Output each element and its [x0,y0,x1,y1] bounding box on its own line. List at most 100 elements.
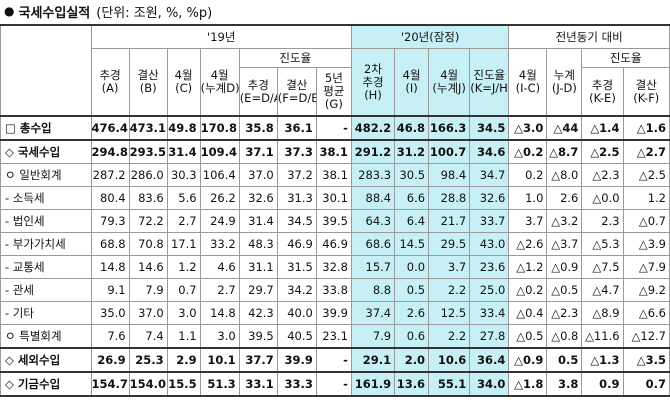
header-col-11: 진도율 (K=J/H) [469,48,510,117]
cell-value: 2.2 [428,324,471,349]
cell-value: 33.4 [469,301,510,325]
cell-value: - [315,347,352,373]
table-row: ㅇ 특별회계 7.6 7.4 1.1 3.0 39.5 40.5 23.1 7.9 0.6 2.2 2… [0,324,670,349]
cell-value: 32.6 [469,186,510,210]
cell-value: △44 [546,115,583,141]
row-label: ◇ 기금수입 [0,371,92,397]
cell-value: 3.8 [546,371,583,397]
cell-value: 55.1 [428,371,471,397]
cell-value: 3.0 [166,301,201,325]
cell-value: 29.7 [238,278,278,302]
table-row: - 법인세 79.3 72.2 2.7 24.9 31.4 34.5 39.5 64.3 6.4 2… [0,209,670,233]
cell-value: 7.6 [90,324,130,349]
cell-value: 33.3 [276,371,317,397]
header-col-7: 5년 평균 (G) [315,67,352,117]
cell-value: 1.2 [622,186,670,210]
unit-note: (단위: 조원, %, %p) [96,5,213,21]
row-label: - 소득세 [0,186,92,210]
row-label: ◇ 국세수입 [0,139,92,164]
cell-value: △6.6 [622,301,670,325]
cell-value: 2.7 [199,278,240,302]
cell-value: 34.2 [276,278,317,302]
cell-value: △2.5 [581,139,624,164]
cell-value: △0.9 [546,255,583,279]
cell-value: 14.8 [90,255,130,279]
cell-value: 3.0 [199,324,240,349]
cell-value: 37.4 [350,301,396,325]
row-label: ◇ 세외수입 [0,347,92,373]
cell-value: 0.6 [394,324,430,349]
cell-value: 46.9 [276,232,317,256]
cell-value: 294.8 [90,139,130,164]
header-col-9: 4월 (I) [394,48,430,117]
cell-value: 1.2 [166,255,201,279]
cell-value: 3.7 [508,209,548,233]
cell-value: 291.2 [350,139,396,164]
cell-value: 37.3 [276,139,317,164]
header-col-15: 결산 (K-F) [622,67,670,117]
cell-value: 26.2 [199,186,240,210]
cell-value: 2.2 [428,278,471,302]
cell-value: 34.5 [276,209,317,233]
cell-value: 34.6 [469,139,510,164]
cell-value: 33.8 [315,278,352,302]
cell-value: 48.3 [238,232,278,256]
cell-value: 51.3 [199,371,240,397]
cell-value: 33.1 [238,371,278,397]
cell-value: 2.3 [581,209,624,233]
cell-value: 68.6 [350,232,396,256]
cell-value: 4.6 [199,255,240,279]
header-col-10: 4월 (누계J) [428,48,471,117]
cell-value: 0.5 [546,347,583,373]
cell-value: 12.5 [428,301,471,325]
cell-value: 31.4 [166,139,201,164]
cell-value: 46.9 [315,232,352,256]
cell-value: 24.9 [199,209,240,233]
cell-value: 32.8 [315,255,352,279]
cell-value: 30.3 [166,163,201,187]
header-col-3: 4월 (C) [166,48,201,117]
cell-value: 27.8 [469,324,510,349]
cell-value: 109.4 [199,139,240,164]
cell-value: 7.4 [128,324,168,349]
cell-value: 2.0 [394,347,430,373]
cell-value: 29.1 [350,347,396,373]
header-2019: '19년 [90,24,352,49]
header-col-13: 누계 (J-D) [546,48,583,117]
table-row: ㅇ 일반회계 287.2 286.0 30.3 106.4 37.0 37.2 38.1 283… [0,163,670,187]
cell-value: 2.9 [166,347,201,373]
cell-value: △0.2 [508,139,548,164]
cell-value: 31.4 [238,209,278,233]
cell-value: 43.0 [469,232,510,256]
row-label: - 교통세 [0,255,92,279]
cell-value: 10.1 [199,347,240,373]
cell-value: 88.4 [350,186,396,210]
cell-value: △7.5 [581,255,624,279]
cell-value: 49.8 [166,115,201,141]
bullet-icon: ● [4,4,15,18]
header-2020: '20년(잠정) [350,24,510,49]
cell-value: △8.7 [546,139,583,164]
header-col-8: 2차 추경 (H) [350,48,396,117]
cell-value: △5.3 [581,232,624,256]
revenue-table: '19년 '20년(잠정) 전년동기 대비 추경 (A) 결산 (B) 4월 (C) … [0,24,670,397]
cell-value: 33.7 [469,209,510,233]
cell-value: 30.5 [394,163,430,187]
cell-value: 6.6 [394,186,430,210]
cell-value: 33.2 [199,232,240,256]
cell-value: 21.7 [428,209,471,233]
cell-value: △0.9 [508,347,548,373]
header-col-12: 4월 (I-C) [508,48,548,117]
cell-value: 34.0 [469,371,510,397]
cell-value: △2.7 [622,139,670,164]
cell-value: 166.3 [428,115,471,141]
cell-value: 1.0 [508,186,548,210]
cell-value: 83.6 [128,186,168,210]
cell-value: 36.4 [469,347,510,373]
cell-value: 100.7 [428,139,471,164]
cell-value: △8.0 [546,163,583,187]
cell-value: - [315,115,352,141]
table-row: - 관세 9.1 7.9 0.7 2.7 29.7 34.2 33.8 8.8 0.5 2.2 25.… [0,278,670,302]
cell-value: 39.5 [315,209,352,233]
cell-value: 6.4 [394,209,430,233]
